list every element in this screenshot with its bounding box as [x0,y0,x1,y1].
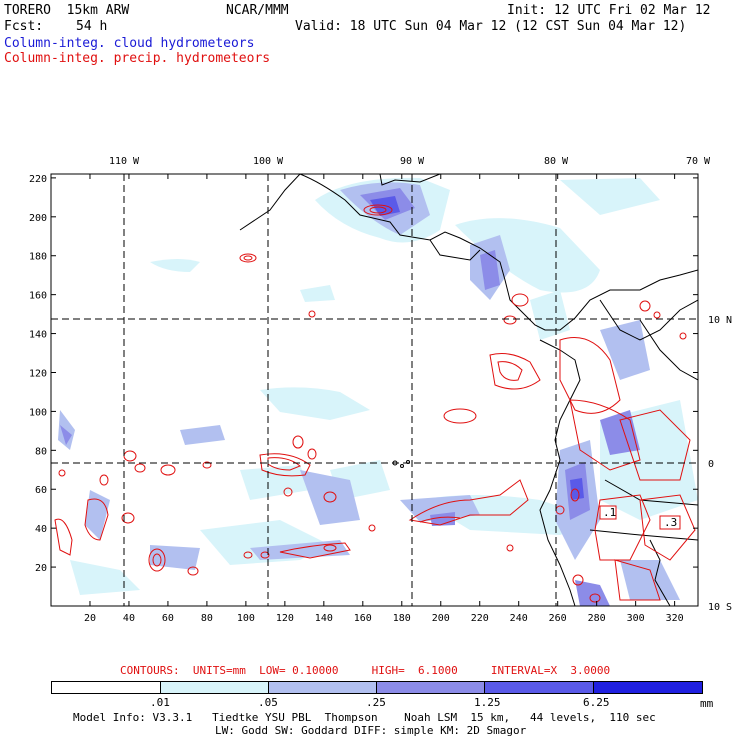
contour-label-2: .3 [659,515,681,530]
x-tick-label: 40 [123,613,135,624]
map-background [51,174,698,606]
colorbar-bin [160,681,269,694]
y-tick-label: 160 [29,291,47,302]
contour-label-1: .1 [599,505,617,520]
y-tick-label: 80 [35,446,47,457]
colorbar-label: 1.25 [474,696,501,709]
colorbar-bin [51,681,161,694]
x-tick-label: 320 [666,613,684,624]
colorbar-label: .25 [366,696,386,709]
x-tick-label: 20 [84,613,96,624]
colorbar-bin [376,681,485,694]
longitude-label: 110 W [109,156,140,167]
colorbar-label: .01 [150,696,170,709]
model-label: TORERO 15km ARW [4,3,130,18]
colorbar-bin [268,681,377,694]
x-tick-label: 160 [354,613,372,624]
svg-text:.3: .3 [664,516,677,529]
map-frame [50,173,699,607]
longitude-label: 90 W [400,156,425,167]
colorbar-units: mm [700,697,714,710]
x-tick-label: 100 [237,613,255,624]
latitude-label: 10 N [708,315,732,326]
y-tick-label: 120 [29,368,47,379]
y-tick-label: 100 [29,407,47,418]
x-tick-label: 120 [276,613,294,624]
model-info-line2: LW: Godd SW: Goddard DIFF: simple KM: 2D… [215,724,527,737]
x-tick-label: 80 [201,613,213,624]
cloud-hydrometeor-shading [51,174,698,606]
svg-text:.1: .1 [603,506,616,519]
x-tick-label: 60 [162,613,174,624]
y-tick-label: 40 [35,524,47,535]
contours-info: CONTOURS: UNITS=mm LOW= 0.10000 HIGH= 6.… [120,664,611,677]
field-precip-label: Column-integ. precip. hydrometeors [4,51,271,66]
y-tick-label: 200 [29,213,47,224]
fcst-label: Fcst: [4,19,44,34]
colorbar-bin [593,681,703,694]
y-tick-label: 60 [35,485,47,496]
x-tick-label: 260 [549,613,567,624]
y-tick-label: 180 [29,252,47,263]
colorbar-bin [484,681,594,694]
x-tick-label: 140 [315,613,333,624]
x-tick-label: 180 [393,613,411,624]
latitude-label: 10 S [708,602,732,613]
valid-time: Valid: 18 UTC Sun 04 Mar 12 (12 CST Sun … [295,19,687,34]
y-tick-label: 140 [29,330,47,341]
latitude-label: 0 [708,459,714,470]
map-plot: .1 .3 20 40 60 80 100 120 140 160 180 200 220 240 26… [29,156,732,624]
model-info-line1: Model Info: V3.3.1 Tiedtke YSU PBL Thomp… [73,711,656,724]
lat-lon-grid [51,174,698,606]
y-tick-label: 220 [29,174,47,185]
x-tick-label: 200 [432,613,450,624]
colorbar-label: .05 [258,696,278,709]
colorbar-label: 6.25 [583,696,610,709]
y-tick-label: 20 [35,563,47,574]
org-label: NCAR/MMM [226,3,289,18]
longitude-label: 100 W [253,156,284,167]
x-tick-label: 300 [627,613,645,624]
init-time: Init: 12 UTC Fri 02 Mar 12 [507,3,711,18]
x-tick-label: 280 [588,613,606,624]
longitude-label: 70 W [686,156,711,167]
x-tick-label: 220 [471,613,489,624]
fcst-value: 54 h [76,19,108,34]
field-cloud-label: Column-integ. cloud hydrometeors [4,36,255,51]
x-tick-label: 240 [510,613,528,624]
longitude-label: 80 W [544,156,569,167]
